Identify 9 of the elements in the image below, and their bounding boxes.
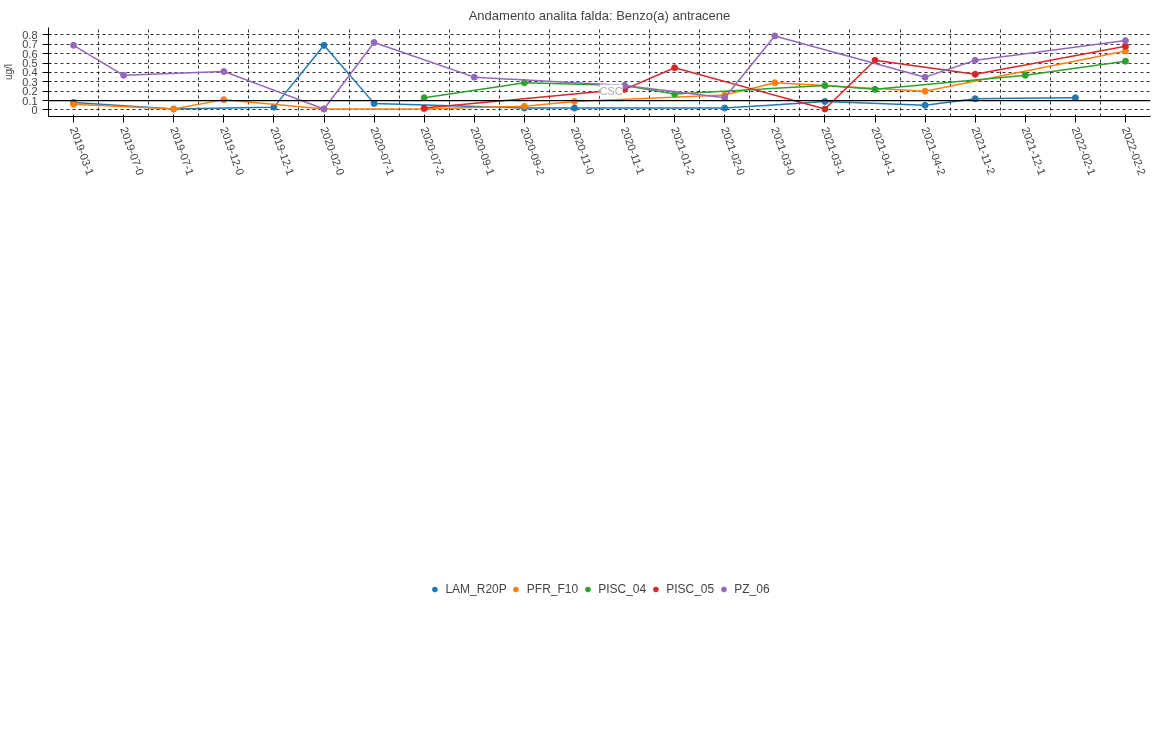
y-tick-label: 0.8 (22, 28, 38, 41)
legend-label: LAM_R20P (445, 582, 507, 596)
legend-label: PISC_04 (598, 582, 647, 596)
chart-title: Andamento analita falda: Benzo(a) antracene (468, 7, 731, 23)
legend-label: PISC_05 (666, 582, 715, 596)
y-axis-title: ug/l (3, 63, 15, 81)
legend-label: PFR_F10 (526, 582, 579, 596)
ref-line-label: CSC (599, 84, 623, 97)
legend-label: PZ_06 (734, 582, 770, 596)
